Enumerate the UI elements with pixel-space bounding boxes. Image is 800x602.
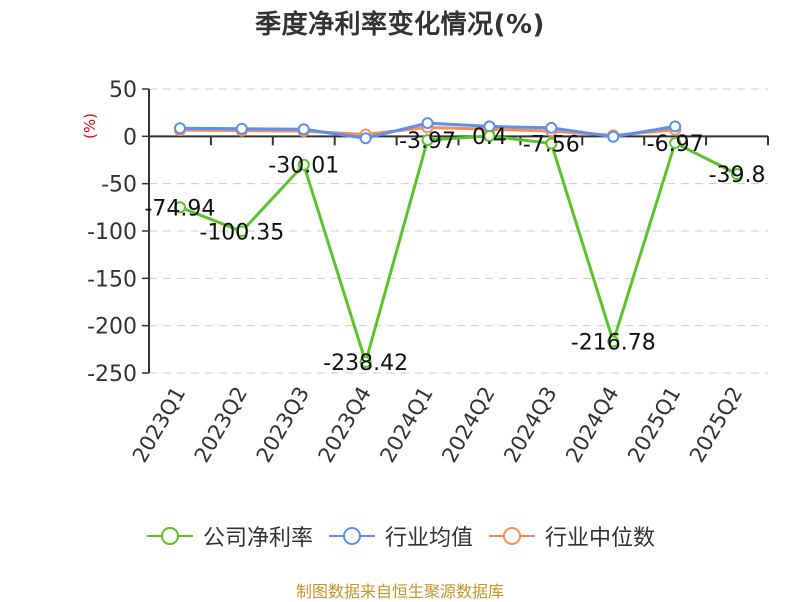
data-point-marker <box>421 117 434 130</box>
x-tick-label: 2025Q2 <box>685 383 747 467</box>
x-tick-label: 2023Q4 <box>314 383 376 467</box>
legend-label: 公司净利率 <box>202 526 313 551</box>
legend-item-company-net-margin[interactable]: 公司净利率 <box>145 520 313 552</box>
data-point-marker <box>173 201 186 214</box>
y-tick-label: -200 <box>87 315 137 340</box>
data-label: -216.78 <box>571 331 656 356</box>
data-label: -74.94 <box>144 196 215 221</box>
data-point-marker <box>545 121 558 134</box>
data-point-marker <box>235 225 248 238</box>
x-tick-label: 2024Q3 <box>499 383 561 467</box>
legend-label: 行业中位数 <box>545 526 656 551</box>
legend: 公司净利率 行业均值 行业中位数 <box>0 520 800 552</box>
x-tick-label: 2025Q1 <box>623 383 685 467</box>
x-tick-label: 2023Q1 <box>128 383 190 467</box>
data-point-marker <box>297 123 310 136</box>
line-chart: 500-50-100-150-200-250(%)2023Q1 2023Q2 202… <box>81 78 769 467</box>
data-point-marker <box>235 122 248 135</box>
y-tick-label: -250 <box>87 362 137 387</box>
legend-label: 行业均值 <box>384 526 473 551</box>
data-label: -7.56 <box>523 132 580 157</box>
data-point-marker <box>669 136 682 149</box>
data-source-note: 制图数据来自恒生聚源数据库 <box>295 582 504 601</box>
data-label: 0.4 <box>472 125 507 150</box>
y-tick-label: -50 <box>101 173 137 198</box>
chart-title: 季度净利率变化情况(%) <box>255 10 545 40</box>
y-tick-label: -150 <box>87 267 137 292</box>
legend-line-circle-icon <box>146 527 193 545</box>
x-tick-label: 2023Q2 <box>190 383 252 467</box>
data-label: -6.97 <box>647 132 704 157</box>
y-tick-label: -100 <box>87 220 137 245</box>
data-point-marker <box>607 335 620 348</box>
x-tick-label: 2024Q4 <box>561 383 623 467</box>
data-point-marker <box>669 120 682 133</box>
legend-item-industry-average[interactable]: 行业均值 <box>327 520 473 552</box>
data-point-marker <box>421 134 434 147</box>
legend-line-circle-icon <box>489 527 535 545</box>
data-label: -100.35 <box>199 220 284 245</box>
y-tick-label: 0 <box>123 125 137 150</box>
series-line <box>179 134 738 364</box>
y-axis-unit-label: (%) <box>81 113 99 139</box>
data-point-marker <box>297 158 310 171</box>
data-point-marker <box>483 129 496 142</box>
x-tick-label: 2024Q1 <box>375 383 437 467</box>
data-point-marker <box>545 137 558 150</box>
data-label: -39.8 <box>709 163 766 188</box>
data-point-marker <box>359 356 372 369</box>
data-label: -30.01 <box>268 154 339 179</box>
y-tick-label: 50 <box>109 78 137 103</box>
x-tick-label: 2023Q3 <box>252 383 314 467</box>
x-tick-label: 2024Q2 <box>437 383 499 467</box>
data-point-marker <box>359 132 372 145</box>
data-label: -3.97 <box>399 129 456 154</box>
legend-item-industry-median[interactable]: 行业中位数 <box>487 520 655 552</box>
data-point-marker <box>607 130 620 143</box>
data-point-marker <box>173 122 186 135</box>
legend-line-circle-icon <box>328 527 375 545</box>
data-label: -238.42 <box>323 351 408 376</box>
data-point-marker <box>731 168 744 181</box>
